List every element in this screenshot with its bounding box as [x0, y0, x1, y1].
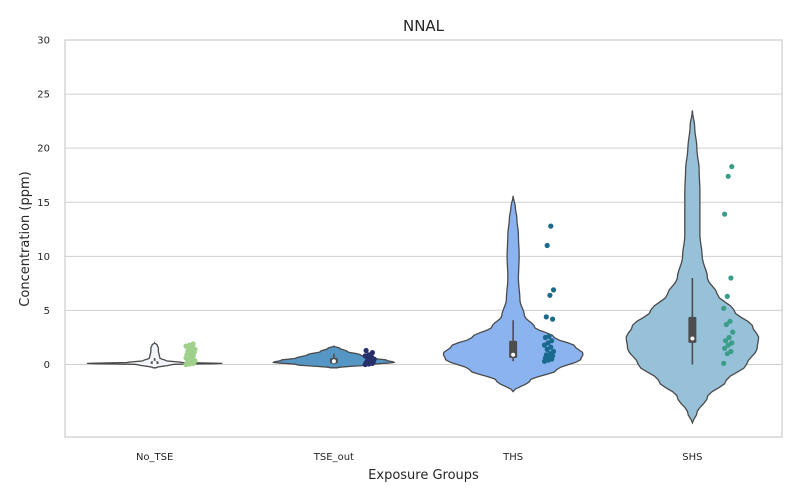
y-tick-label: 25 — [37, 90, 50, 101]
data-point — [721, 360, 727, 366]
data-point — [543, 314, 549, 320]
data-point — [550, 316, 556, 322]
data-point — [726, 334, 732, 341]
violin-body — [625, 110, 760, 425]
x-tick-label: SHS — [682, 452, 702, 463]
x-tick-labels: No_TSE TSE_out THS SHS — [136, 452, 703, 463]
data-point — [547, 292, 553, 298]
data-point — [363, 347, 369, 354]
data-point — [190, 341, 196, 347]
boxplots — [150, 277, 697, 365]
x-tick-label: THS — [502, 452, 523, 463]
x-tick-label: No_TSE — [136, 452, 173, 463]
data-point — [729, 164, 735, 170]
data-point — [730, 329, 736, 335]
box-iqr — [509, 340, 518, 359]
y-axis-label: Concentration (ppm) — [18, 171, 33, 306]
plot-frame — [64, 39, 783, 438]
data-point — [548, 344, 554, 350]
strip-points — [183, 164, 736, 368]
x-tick-label: TSE_out — [313, 452, 354, 463]
x-axis-label: Exposure Groups — [368, 468, 479, 483]
chart-title: NNAL — [403, 17, 445, 35]
violin-body — [86, 341, 223, 369]
data-point — [550, 348, 557, 355]
data-point — [722, 345, 728, 351]
data-point — [546, 333, 552, 339]
data-point — [724, 293, 730, 299]
data-point — [729, 340, 735, 346]
data-point — [548, 223, 554, 229]
y-tick-label: 5 — [44, 306, 50, 317]
data-point — [727, 318, 733, 324]
box-median — [331, 359, 336, 364]
box-iqr — [688, 316, 697, 343]
box-median — [511, 352, 516, 357]
data-point — [549, 338, 555, 344]
data-point — [550, 287, 557, 293]
data-point — [722, 338, 729, 344]
y-tick-label: 20 — [37, 144, 50, 155]
data-point — [728, 348, 734, 355]
y-tick-labels: 0 5 10 15 20 25 30 — [37, 36, 50, 372]
data-point — [725, 173, 731, 179]
y-tick-label: 30 — [37, 36, 50, 47]
data-point — [723, 321, 730, 328]
data-point — [722, 211, 728, 217]
box-median — [152, 360, 157, 365]
data-point — [728, 275, 734, 281]
data-point — [369, 350, 375, 356]
data-point — [721, 305, 727, 311]
data-point — [544, 242, 550, 249]
box-median — [690, 336, 695, 341]
y-tick-label: 0 — [44, 360, 50, 371]
y-tick-label: 15 — [37, 198, 50, 209]
y-tick-label: 10 — [37, 252, 50, 263]
